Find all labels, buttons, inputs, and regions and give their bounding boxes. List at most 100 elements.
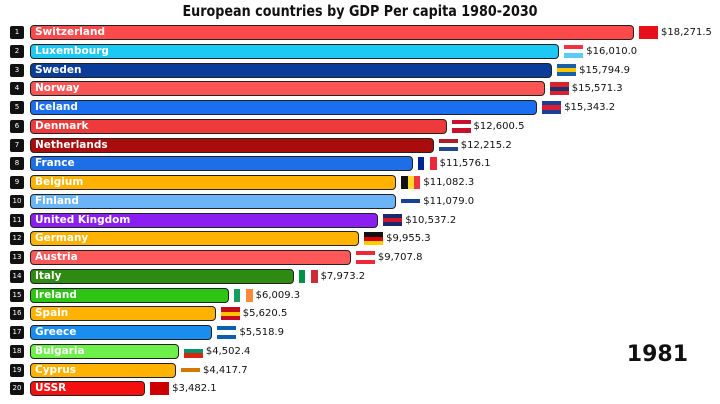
bar-label: Austria bbox=[35, 251, 78, 263]
flag-icon bbox=[364, 232, 384, 246]
flag-icon bbox=[557, 63, 577, 77]
flag-icon bbox=[401, 176, 421, 189]
flag-icon bbox=[401, 194, 421, 208]
flag-icon bbox=[355, 251, 375, 264]
value-label: $11,576.1 bbox=[439, 158, 491, 170]
value-label: $10,537.2 bbox=[405, 214, 457, 226]
flag-icon bbox=[233, 288, 253, 302]
bar-austria bbox=[30, 250, 351, 265]
bar-label: USSR bbox=[35, 382, 67, 395]
value-label: $4,502.4 bbox=[205, 345, 251, 357]
flag-icon bbox=[549, 82, 569, 96]
value-label: $5,518.9 bbox=[239, 327, 284, 338]
rank-badge: 16 bbox=[10, 307, 24, 321]
bar-label: Greece bbox=[35, 326, 77, 338]
bar-bulgaria bbox=[30, 343, 179, 359]
bar-label: Ireland bbox=[35, 288, 77, 301]
bar-label: Luxembourg bbox=[35, 44, 109, 57]
bar-spain bbox=[30, 306, 216, 322]
bar-label: France bbox=[35, 157, 75, 170]
rank-badge: 7 bbox=[10, 138, 24, 152]
flag-icon bbox=[438, 138, 458, 152]
bar-label: Denmark bbox=[35, 119, 89, 132]
flag-icon bbox=[383, 213, 403, 227]
rank-badge: 15 bbox=[10, 288, 24, 302]
rank-badge: 14 bbox=[10, 269, 24, 283]
value-label: $4,417.7 bbox=[203, 364, 248, 376]
bar-germany bbox=[30, 231, 360, 247]
bar-greece bbox=[30, 325, 213, 340]
bar-label: Germany bbox=[35, 232, 89, 245]
value-label: $6,009.3 bbox=[255, 289, 301, 301]
bar-label: Norway bbox=[35, 82, 80, 95]
flag-icon bbox=[217, 326, 237, 339]
bar-label: United Kingdom bbox=[35, 213, 131, 226]
bar-cyprus bbox=[30, 362, 177, 378]
value-label: $5,620.5 bbox=[242, 308, 288, 320]
bar-ireland bbox=[30, 287, 229, 303]
bar-italy bbox=[30, 268, 294, 284]
flag-icon bbox=[220, 307, 240, 321]
value-label: $3,482.1 bbox=[172, 383, 217, 395]
value-label: $15,794.9 bbox=[579, 64, 631, 76]
bar-ussr bbox=[30, 381, 146, 397]
rank-badge: 18 bbox=[10, 344, 24, 358]
bar-label: Bulgaria bbox=[35, 344, 85, 357]
rank-badge: 12 bbox=[10, 232, 24, 246]
value-label: $18,271.5 bbox=[661, 27, 712, 38]
bar-united-kingdom bbox=[30, 212, 379, 228]
flag-icon bbox=[639, 26, 658, 39]
rank-badge: 2 bbox=[10, 44, 24, 58]
value-label: $15,571.3 bbox=[571, 83, 623, 95]
bar-norway bbox=[30, 81, 545, 97]
flag-icon bbox=[542, 101, 562, 114]
rank-badge: 9 bbox=[10, 176, 24, 189]
chart-title: European countries by GDP Per capita 198… bbox=[182, 2, 538, 20]
bar-label: Iceland bbox=[35, 101, 78, 113]
flag-icon bbox=[150, 382, 170, 396]
bar-label: Netherlands bbox=[35, 138, 108, 151]
bar-luxembourg bbox=[30, 43, 560, 59]
bar-sweden bbox=[30, 62, 553, 78]
bar-label: Sweden bbox=[35, 63, 82, 76]
value-label: $7,973.2 bbox=[320, 270, 366, 282]
bar-label: Spain bbox=[35, 307, 69, 320]
bar-label: Switzerland bbox=[35, 26, 105, 38]
bar-finland bbox=[30, 193, 397, 209]
flag-icon bbox=[564, 44, 584, 58]
rank-badge: 11 bbox=[10, 213, 24, 227]
flag-icon bbox=[183, 344, 203, 358]
value-label: $11,082.3 bbox=[423, 177, 475, 188]
value-label: $11,079.0 bbox=[423, 195, 475, 207]
rank-badge: 19 bbox=[10, 363, 24, 377]
rank-badge: 6 bbox=[10, 119, 24, 133]
flag-icon bbox=[417, 157, 437, 171]
bar-belgium bbox=[30, 175, 397, 190]
bar-label: Italy bbox=[35, 269, 62, 282]
year-label: 1981 bbox=[626, 342, 688, 367]
rank-badge: 1 bbox=[10, 26, 24, 39]
rank-badge: 8 bbox=[10, 157, 24, 171]
bar-netherlands bbox=[30, 137, 434, 153]
value-label: $9,955.3 bbox=[386, 233, 431, 245]
bar-denmark bbox=[30, 118, 447, 134]
flag-icon bbox=[181, 363, 201, 377]
flag-icon bbox=[298, 269, 318, 283]
bar-label: Finland bbox=[35, 194, 79, 207]
value-label: $12,215.2 bbox=[460, 139, 512, 151]
rank-badge: 20 bbox=[10, 382, 24, 396]
value-label: $15,343.2 bbox=[564, 102, 616, 113]
bar-label: Cyprus bbox=[35, 363, 76, 376]
bar-france bbox=[30, 156, 413, 172]
rank-badge: 17 bbox=[10, 326, 24, 339]
bar-iceland bbox=[30, 100, 538, 115]
flag-icon bbox=[451, 119, 471, 133]
rank-badge: 5 bbox=[10, 101, 24, 114]
value-label: $16,010.0 bbox=[586, 45, 638, 57]
rank-badge: 10 bbox=[10, 194, 24, 208]
rank-badge: 3 bbox=[10, 63, 24, 77]
rank-badge: 4 bbox=[10, 82, 24, 96]
value-label: $12,600.5 bbox=[473, 120, 525, 132]
rank-badge: 13 bbox=[10, 251, 24, 264]
bar-label: Belgium bbox=[35, 176, 84, 188]
